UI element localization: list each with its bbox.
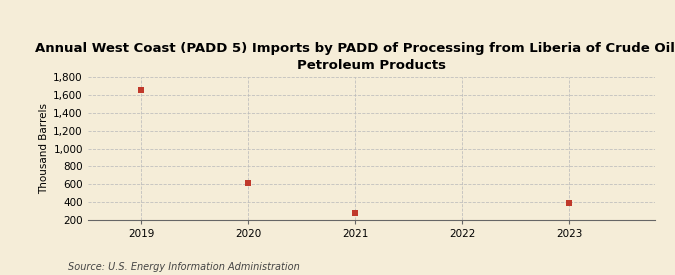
Point — [350, 211, 360, 215]
Point — [136, 87, 146, 92]
Point — [243, 181, 254, 186]
Title: Annual West Coast (PADD 5) Imports by PADD of Processing from Liberia of Crude O: Annual West Coast (PADD 5) Imports by PA… — [35, 42, 675, 72]
Y-axis label: Thousand Barrels: Thousand Barrels — [39, 103, 49, 194]
Point — [564, 201, 574, 205]
Text: Source: U.S. Energy Information Administration: Source: U.S. Energy Information Administ… — [68, 262, 299, 271]
